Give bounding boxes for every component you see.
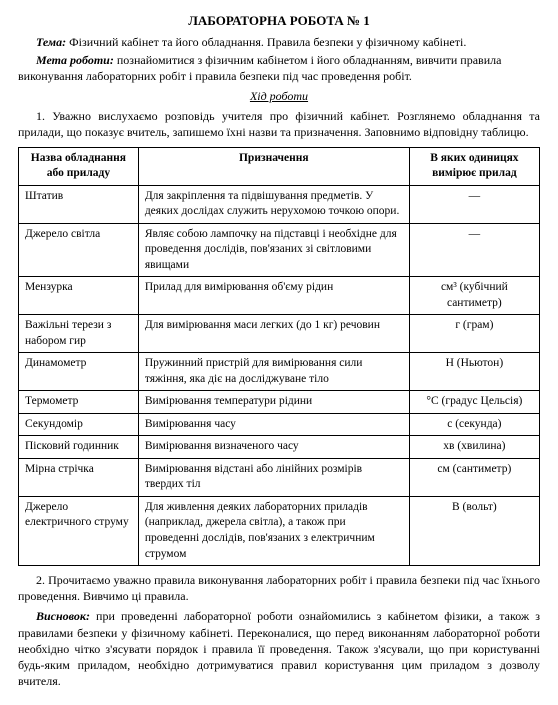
cell-purpose: Пружинний пристрій для вимірювання сили …	[138, 353, 409, 391]
document-title: ЛАБОРАТОРНА РОБОТА № 1	[18, 12, 540, 30]
equipment-table: Назва обладнання або приладу Призначення…	[18, 147, 540, 566]
cell-name: Мензурка	[19, 277, 139, 315]
cell-units: см (сантиметр)	[409, 458, 539, 496]
cell-purpose: Для закріплення та підвішування предметі…	[138, 185, 409, 223]
table-row: Важільні терези з набором гир Для вимірю…	[19, 315, 540, 353]
table-row: Секундомір Вимірювання часу с (секунда)	[19, 413, 540, 436]
step-2: 2. Прочитаємо уважно правила виконування…	[18, 572, 540, 604]
cell-name: Секундомір	[19, 413, 139, 436]
cell-purpose: Вимірювання визначеного часу	[138, 436, 409, 459]
conclusion-label: Висновок:	[36, 609, 90, 623]
cell-name: Термометр	[19, 391, 139, 414]
conclusion-text: при проведенні лабораторної роботи ознай…	[18, 609, 540, 688]
table-row: Джерело світла Являє собою лампочку на п…	[19, 223, 540, 277]
procedure-heading: Хід роботи	[18, 88, 540, 104]
cell-name: Штатив	[19, 185, 139, 223]
cell-purpose: Вимірювання температури рідини	[138, 391, 409, 414]
objective-line: Мета роботи: познайомитися з фізичним ка…	[18, 52, 540, 84]
topic-line: Тема: Фізичний кабінет та його обладнанн…	[18, 34, 540, 50]
cell-units: с (секунда)	[409, 413, 539, 436]
step-1: 1. Уважно вислухаємо розповідь учителя п…	[18, 108, 540, 140]
cell-units: Н (Ньютон)	[409, 353, 539, 391]
objective-label: Мета роботи:	[36, 53, 114, 67]
cell-name: Мірна стрічка	[19, 458, 139, 496]
table-row: Мензурка Прилад для вимірювання об'єму р…	[19, 277, 540, 315]
cell-purpose: Для вимірювання маси легких (до 1 кг) ре…	[138, 315, 409, 353]
cell-name: Джерело електричного струму	[19, 496, 139, 565]
cell-purpose: Вимірювання часу	[138, 413, 409, 436]
cell-name: Важільні терези з набором гир	[19, 315, 139, 353]
table-row: Мірна стрічка Вимірювання відстані або л…	[19, 458, 540, 496]
header-purpose: Призначення	[138, 147, 409, 185]
conclusion-line: Висновок: при проведенні лабораторної ро…	[18, 608, 540, 689]
cell-units: г (грам)	[409, 315, 539, 353]
topic-text: Фізичний кабінет та його обладнання. Пра…	[69, 35, 466, 49]
cell-units: —	[409, 223, 539, 277]
cell-name: Пісковий годинник	[19, 436, 139, 459]
cell-units: —	[409, 185, 539, 223]
cell-units: °С (градус Цельсія)	[409, 391, 539, 414]
cell-name: Динамометр	[19, 353, 139, 391]
cell-purpose: Прилад для вимірювання об'єму рідин	[138, 277, 409, 315]
cell-purpose: Вимірювання відстані або лінійних розмір…	[138, 458, 409, 496]
cell-units: В (вольт)	[409, 496, 539, 565]
header-name: Назва обладнання або приладу	[19, 147, 139, 185]
table-row: Динамометр Пружинний пристрій для вимірю…	[19, 353, 540, 391]
cell-name: Джерело світла	[19, 223, 139, 277]
topic-label: Тема:	[36, 35, 66, 49]
cell-units: см³ (кубічний сантиметр)	[409, 277, 539, 315]
cell-purpose: Для живлення деяких лабораторних приладі…	[138, 496, 409, 565]
header-units: В яких одиницях вимірює прилад	[409, 147, 539, 185]
table-row: Пісковий годинник Вимірювання визначеног…	[19, 436, 540, 459]
cell-units: хв (хвилина)	[409, 436, 539, 459]
table-row: Штатив Для закріплення та підвішування п…	[19, 185, 540, 223]
cell-purpose: Являє собою лампочку на підставці і необ…	[138, 223, 409, 277]
table-row: Термометр Вимірювання температури рідини…	[19, 391, 540, 414]
table-body: Штатив Для закріплення та підвішування п…	[19, 185, 540, 565]
table-row: Джерело електричного струму Для живлення…	[19, 496, 540, 565]
table-header-row: Назва обладнання або приладу Призначення…	[19, 147, 540, 185]
